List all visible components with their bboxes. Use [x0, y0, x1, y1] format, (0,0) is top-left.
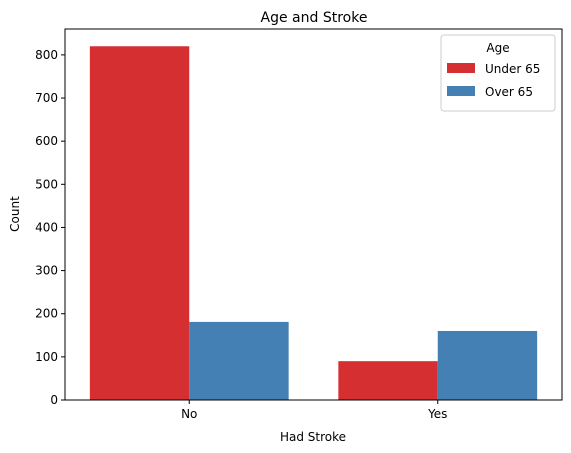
legend-label-under-65: Under 65 — [485, 62, 540, 76]
y-tick-label: 0 — [50, 393, 58, 407]
y-tick-label: 300 — [35, 264, 58, 278]
y-axis-label: Count — [8, 196, 22, 232]
legend: Age Under 65 Over 65 — [440, 34, 556, 112]
legend-swatch-under-65 — [447, 63, 475, 73]
bar-yes-under-65 — [338, 361, 438, 400]
y-tick-label: 600 — [35, 134, 58, 148]
y-axis: 0 100 200 300 400 500 600 700 800 — [35, 48, 65, 407]
bar-no-over-65 — [189, 321, 289, 400]
x-tick-label: Yes — [427, 407, 447, 421]
x-axis: No Yes — [181, 400, 447, 421]
bar-no-under-65 — [89, 46, 190, 401]
legend-label-over-65: Over 65 — [485, 85, 533, 99]
legend-swatch-over-65 — [447, 86, 475, 96]
chart-title: Age and Stroke — [261, 10, 368, 26]
bar-yes-over-65 — [437, 330, 538, 400]
y-tick-label: 500 — [35, 177, 58, 191]
bars-group — [89, 46, 538, 401]
x-axis-label: Had Stroke — [280, 430, 346, 444]
plot-frame — [64, 28, 563, 401]
x-tick-label: No — [181, 407, 197, 421]
y-tick-label: 800 — [35, 48, 58, 62]
y-tick-label: 700 — [35, 91, 58, 105]
y-tick-label: 100 — [35, 350, 58, 364]
y-tick-label: 400 — [35, 220, 58, 234]
legend-title: Age — [486, 41, 509, 55]
y-tick-label: 200 — [35, 307, 58, 321]
